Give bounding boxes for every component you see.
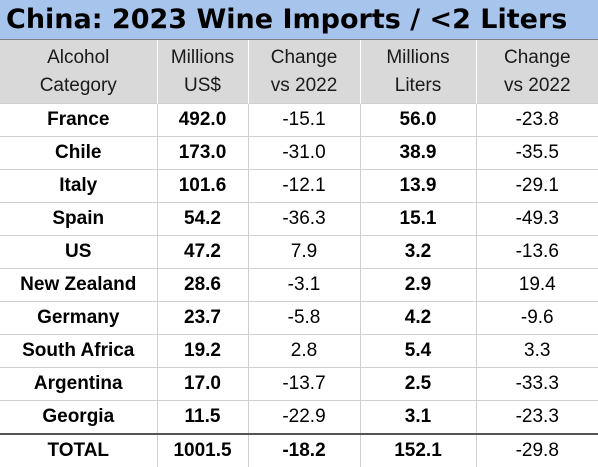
value-usd-cell: 23.7	[156, 301, 248, 335]
table-row: France 492.0 -15.1 56.0 -23.8	[0, 103, 598, 137]
table-row: Georgia 11.5 -22.9 3.1 -23.3	[0, 400, 598, 434]
value-usd-cell: 54.2	[156, 202, 248, 236]
change-liters-cell: -33.3	[475, 367, 598, 401]
change-liters-cell: 3.3	[475, 334, 598, 368]
header-row: Alcohol Category Millions US$ Change vs 202…	[0, 40, 598, 104]
table-title: China: 2023 Wine Imports / <2 Liters	[0, 0, 598, 40]
change-usd-cell: -12.1	[247, 169, 360, 203]
category-cell: South Africa	[0, 334, 157, 368]
value-usd-cell: 101.6	[156, 169, 248, 203]
table-row: Argentina 17.0 -13.7 2.5 -33.3	[0, 367, 598, 401]
change-liters-cell: -23.3	[475, 400, 598, 434]
value-usd-cell: 47.2	[156, 235, 248, 269]
value-liters-cell: 38.9	[359, 136, 476, 170]
header-line: vs 2022	[503, 74, 571, 96]
change-usd-cell: -36.3	[247, 202, 360, 236]
header-line: Alcohol	[47, 46, 110, 68]
value-liters-cell: 2.5	[359, 367, 476, 401]
header-line: Change	[270, 46, 338, 68]
total-liters-cell: 152.1	[359, 433, 476, 467]
value-usd-cell: 28.6	[156, 268, 248, 302]
value-liters-cell: 2.9	[359, 268, 476, 302]
table-row: Chile 173.0 -31.0 38.9 -35.5	[0, 136, 598, 170]
change-usd-cell: 7.9	[247, 235, 360, 269]
value-usd-cell: 19.2	[156, 334, 248, 368]
total-label-cell: TOTAL	[0, 433, 157, 467]
table-row: Germany 23.7 -5.8 4.2 -9.6	[0, 301, 598, 335]
header-change-liters: Change vs 2022	[475, 40, 598, 104]
change-liters-cell: -29.1	[475, 169, 598, 203]
wine-imports-table: Alcohol Category Millions US$ Change vs 202…	[0, 40, 598, 467]
change-liters-cell: -49.3	[475, 202, 598, 236]
change-usd-cell: -3.1	[247, 268, 360, 302]
header-line: Millions	[170, 46, 235, 68]
value-liters-cell: 13.9	[359, 169, 476, 203]
change-liters-cell: 19.4	[475, 268, 598, 302]
change-usd-cell: -15.1	[247, 103, 360, 137]
table-row: US 47.2 7.9 3.2 -13.6	[0, 235, 598, 269]
value-usd-cell: 173.0	[156, 136, 248, 170]
category-cell: Chile	[0, 136, 157, 170]
table-row: New Zealand 28.6 -3.1 2.9 19.4	[0, 268, 598, 302]
category-cell: US	[0, 235, 157, 269]
value-liters-cell: 4.2	[359, 301, 476, 335]
header-line: vs 2022	[270, 74, 338, 96]
change-usd-cell: -31.0	[247, 136, 360, 170]
table-row: South Africa 19.2 2.8 5.4 3.3	[0, 334, 598, 368]
header-millions-usd: Millions US$	[156, 40, 248, 104]
change-liters-cell: -9.6	[475, 301, 598, 335]
change-usd-cell: -13.7	[247, 367, 360, 401]
category-cell: Italy	[0, 169, 157, 203]
change-usd-cell: 2.8	[247, 334, 360, 368]
change-liters-cell: -13.6	[475, 235, 598, 269]
category-cell: Argentina	[0, 367, 157, 401]
total-change-liters-cell: -29.8	[475, 433, 598, 467]
value-liters-cell: 3.1	[359, 400, 476, 434]
change-usd-cell: -22.9	[247, 400, 360, 434]
value-liters-cell: 5.4	[359, 334, 476, 368]
category-cell: Germany	[0, 301, 157, 335]
header-change-usd: Change vs 2022	[247, 40, 360, 104]
value-usd-cell: 492.0	[156, 103, 248, 137]
total-usd-cell: 1001.5	[156, 433, 248, 467]
value-usd-cell: 11.5	[156, 400, 248, 434]
table-row: Italy 101.6 -12.1 13.9 -29.1	[0, 169, 598, 203]
total-change-usd-cell: -18.2	[247, 433, 360, 467]
header-line: Liters	[394, 74, 442, 96]
value-liters-cell: 15.1	[359, 202, 476, 236]
total-row: TOTAL 1001.5 -18.2 152.1 -29.8	[0, 433, 598, 467]
value-liters-cell: 3.2	[359, 235, 476, 269]
header-alcohol-category: Alcohol Category	[0, 40, 157, 104]
header-line: US$	[184, 74, 221, 96]
header-line: Change	[503, 46, 571, 68]
change-liters-cell: -35.5	[475, 136, 598, 170]
change-usd-cell: -5.8	[247, 301, 360, 335]
category-cell: Georgia	[0, 400, 157, 434]
table-row: Spain 54.2 -36.3 15.1 -49.3	[0, 202, 598, 236]
value-usd-cell: 17.0	[156, 367, 248, 401]
header-millions-liters: Millions Liters	[359, 40, 476, 104]
header-line: Millions	[386, 46, 450, 68]
category-cell: New Zealand	[0, 268, 157, 302]
category-cell: Spain	[0, 202, 157, 236]
header-line: Category	[39, 74, 117, 96]
change-liters-cell: -23.8	[475, 103, 598, 137]
value-liters-cell: 56.0	[359, 103, 476, 137]
category-cell: France	[0, 103, 157, 137]
